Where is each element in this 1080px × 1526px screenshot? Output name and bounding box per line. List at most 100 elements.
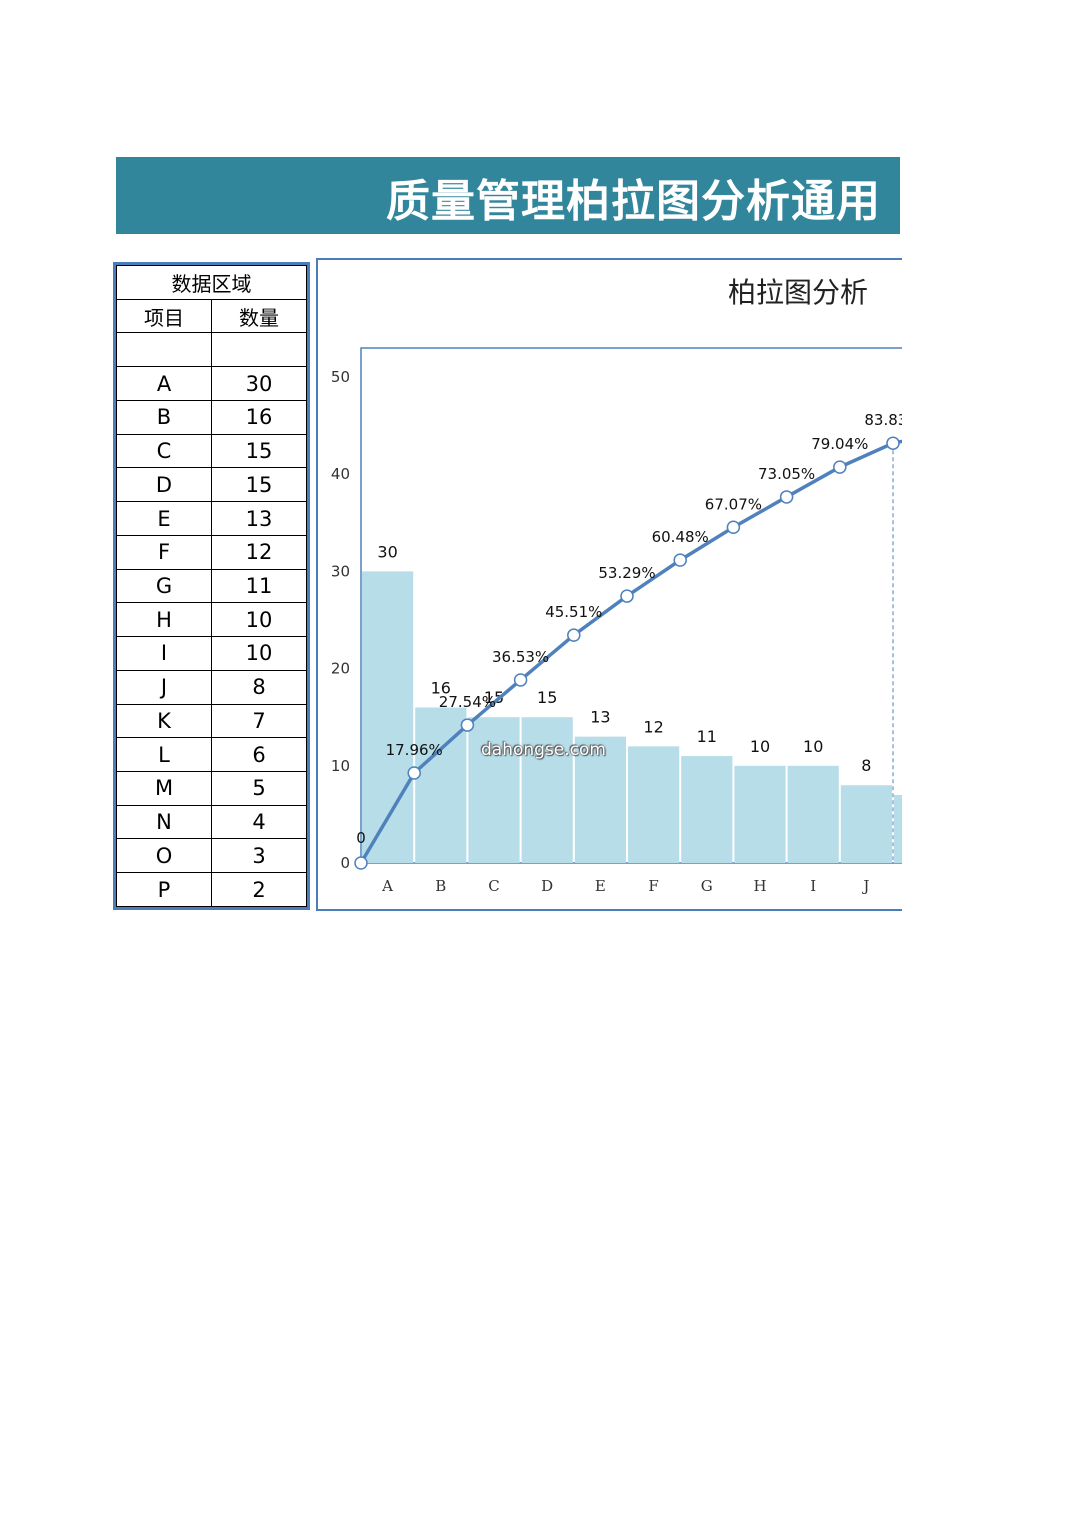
empty-cell <box>211 332 307 368</box>
x-tick-label: I <box>810 877 816 895</box>
bar-value-label: 16 <box>431 678 451 697</box>
cumulative-line <box>359 439 902 864</box>
cell-item: D <box>116 467 212 503</box>
cumulative-point <box>513 673 528 687</box>
column-header-item: 项目 <box>116 298 212 334</box>
cell-quantity: 5 <box>211 771 307 806</box>
cumulative-point <box>673 553 687 567</box>
empty-cell <box>116 332 212 368</box>
cell-quantity: 7 <box>211 703 307 739</box>
cumulative-label: 73.05% <box>758 465 815 483</box>
bar-value-label: 8 <box>861 756 871 775</box>
cumulative-label: 83.83% <box>864 411 902 429</box>
bar-value-label: 30 <box>377 542 397 561</box>
y-tick-label: 20 <box>331 660 350 678</box>
cumulative-point <box>620 589 634 603</box>
chart-title: 柏拉图分析 <box>728 276 868 309</box>
bar <box>362 571 414 863</box>
table-header: 数据区域 <box>116 265 307 300</box>
table-row: E 13 <box>116 501 307 536</box>
cumulative-label: 79.04% <box>811 435 868 453</box>
cell-quantity: 10 <box>211 636 307 671</box>
cell-item: I <box>116 636 212 671</box>
bar-value-label: 10 <box>750 737 770 756</box>
cell-item: F <box>116 534 212 570</box>
y-tick-label: 40 <box>331 465 350 483</box>
cell-quantity: 10 <box>211 602 307 638</box>
cell-item: P <box>116 872 212 907</box>
y-tick-label: 0 <box>340 854 350 872</box>
cumulative-point <box>407 766 421 780</box>
title-banner: 质量管理柏拉图分析通用 <box>116 157 900 234</box>
cell-quantity: 3 <box>211 838 307 874</box>
cumulative-point <box>779 490 794 504</box>
bar <box>681 756 733 863</box>
cell-item: C <box>116 433 212 469</box>
cumulative-label: 0 <box>356 829 366 847</box>
y-tick-label: 10 <box>331 757 350 775</box>
cell-item: E <box>116 501 212 536</box>
cell-quantity: 15 <box>211 467 307 503</box>
bar <box>734 765 786 863</box>
cumulative-point <box>354 856 368 870</box>
cell-quantity: 12 <box>211 534 307 570</box>
cumulative-label: 60.48% <box>652 528 709 546</box>
bar-value-label: 11 <box>697 727 717 746</box>
table-row: C 15 <box>116 433 307 469</box>
cell-quantity: 6 <box>211 737 307 773</box>
table-row: H 10 <box>116 602 307 638</box>
cumulative-label: 45.51% <box>545 603 602 621</box>
page-title: 质量管理柏拉图分析通用 <box>386 176 881 227</box>
cumulative-label: 27.54% <box>439 693 496 711</box>
x-tick-label: E <box>595 877 606 895</box>
bar <box>521 717 573 863</box>
bar <box>787 765 839 863</box>
table-row: D 15 <box>116 467 307 503</box>
cell-quantity: 16 <box>211 399 307 435</box>
bar-value-label: 12 <box>643 717 663 736</box>
cumulative-point <box>567 628 581 642</box>
cell-quantity: 8 <box>211 669 307 705</box>
cell-item: J <box>116 669 212 705</box>
cell-quantity: 30 <box>211 366 307 401</box>
chart-container: 柏拉图分析 0 10 20 30 40 50 30 A 16 B 15 C 15 D 13 E 12 F 11 G 10 H… <box>316 258 902 911</box>
table-row: B 16 <box>116 399 307 435</box>
cell-quantity: 11 <box>211 568 307 604</box>
cumulative-point <box>833 460 847 474</box>
bar <box>574 736 626 863</box>
cell-quantity: 13 <box>211 501 307 536</box>
cell-quantity: 15 <box>211 433 307 469</box>
cell-item: G <box>116 568 212 604</box>
cell-item: L <box>116 737 212 773</box>
cumulative-label: 36.53% <box>492 648 549 666</box>
y-tick-label: 30 <box>331 562 350 580</box>
watermark: dahongse.com <box>481 740 606 760</box>
cell-item: B <box>116 399 212 435</box>
data-table: 数据区域 项目 数量 A 30 B 16 C 15 D 15 E 13 F 12 G 11 H 10 I 10 J 8… <box>113 262 310 910</box>
bar-value-label: 10 <box>803 737 823 756</box>
x-tick-label: C <box>488 877 499 895</box>
cell-item: O <box>116 838 212 874</box>
cumulative-label: 67.07% <box>705 495 762 513</box>
x-tick-label: G <box>701 877 713 895</box>
x-tick-label: F <box>648 877 658 895</box>
bar-value-label: 13 <box>590 708 610 727</box>
cumulative-point <box>886 436 900 450</box>
cell-item: M <box>116 771 212 806</box>
x-tick-label: J <box>861 877 869 895</box>
column-header-quantity: 数量 <box>211 298 307 334</box>
y-tick-label: 50 <box>331 368 350 386</box>
cumulative-point <box>460 718 475 732</box>
bar-value-label: 15 <box>537 688 557 707</box>
table-row: G 11 <box>116 568 307 604</box>
cell-quantity: 2 <box>211 872 307 907</box>
cumulative-point <box>726 520 741 535</box>
cumulative-label: 53.29% <box>598 564 655 582</box>
cell-item: N <box>116 804 212 840</box>
x-tick-label: B <box>435 877 446 895</box>
